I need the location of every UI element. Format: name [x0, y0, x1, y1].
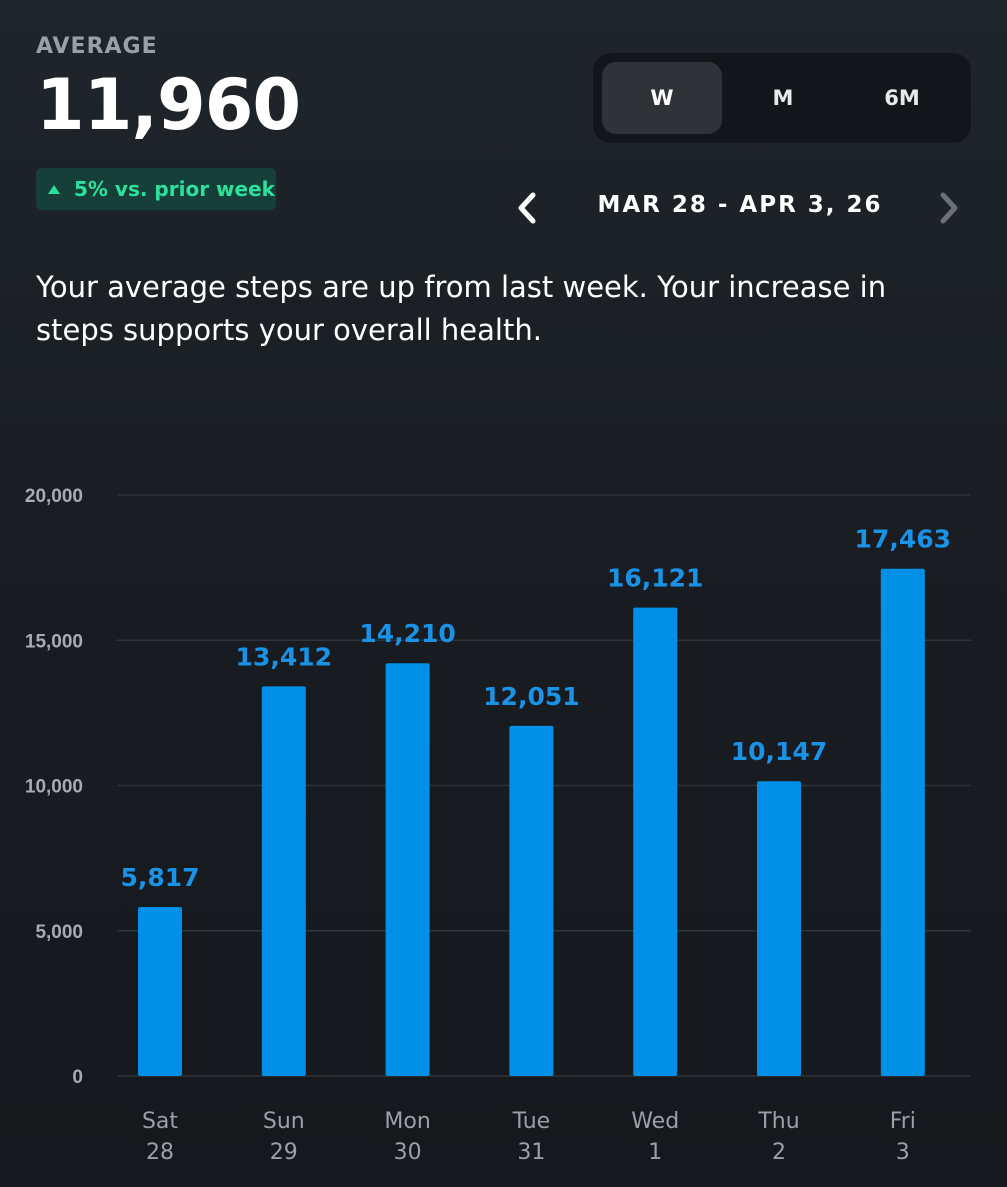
bar [880, 568, 925, 1076]
y-tick-label: 0 [72, 1067, 83, 1088]
x-axis-day-label: Sun [263, 1109, 305, 1134]
bar [509, 725, 554, 1076]
bar [261, 686, 306, 1076]
period-option-week[interactable]: W [602, 62, 722, 134]
bar-value-label: 12,051 [483, 682, 579, 711]
x-axis-date-label: 28 [146, 1140, 174, 1165]
date-range: MAR 28 - APR 3, 26 [597, 192, 883, 218]
average-value: 11,960 [36, 64, 301, 146]
y-tick-label: 5,000 [35, 922, 83, 943]
bar-value-label: 10,147 [731, 737, 827, 766]
x-axis-day-label: Sat [142, 1109, 178, 1134]
x-axis-day-label: Tue [512, 1109, 551, 1134]
change-badge: 5% vs. prior week [36, 168, 276, 210]
bar-value-label: 17,463 [855, 525, 951, 554]
bar [633, 607, 678, 1076]
x-axis-date-label: 1 [648, 1140, 662, 1165]
y-tick-label: 15,000 [25, 631, 83, 652]
bar [385, 663, 430, 1076]
x-axis-day-label: Mon [384, 1109, 430, 1134]
x-axis-date-label: 30 [394, 1140, 422, 1165]
next-period-button[interactable] [933, 186, 963, 230]
x-axis-day-label: Wed [631, 1109, 679, 1134]
x-axis-date-label: 3 [896, 1140, 910, 1165]
x-axis-date-label: 31 [517, 1140, 545, 1165]
x-axis-date-label: 29 [270, 1140, 298, 1165]
arrow-up-icon [48, 184, 60, 194]
insight-text: Your average steps are up from last week… [36, 270, 887, 347]
bar-value-label: 16,121 [607, 564, 703, 593]
x-axis-day-label: Fri [890, 1109, 916, 1134]
bar-value-label: 13,412 [236, 642, 332, 671]
period-option-month[interactable]: M [772, 86, 794, 110]
previous-period-button[interactable] [513, 186, 543, 230]
change-text: 5% vs. prior week [74, 177, 275, 201]
y-tick-label: 10,000 [25, 777, 83, 798]
period-toggle: W M 6M [593, 53, 971, 143]
chevron-left-icon [518, 192, 536, 224]
bar-value-label: 14,210 [359, 619, 455, 648]
x-axis-date-label: 2 [772, 1140, 786, 1165]
period-option-6-months[interactable]: 6M [884, 86, 920, 110]
bar [757, 781, 801, 1076]
average-label: AVERAGE [36, 34, 158, 59]
chevron-right-icon [940, 192, 958, 224]
y-tick-label: 20,000 [25, 486, 83, 507]
x-axis-day-label: Thu [757, 1109, 799, 1134]
bar-value-label: 5,817 [120, 863, 199, 892]
bar [138, 907, 182, 1076]
